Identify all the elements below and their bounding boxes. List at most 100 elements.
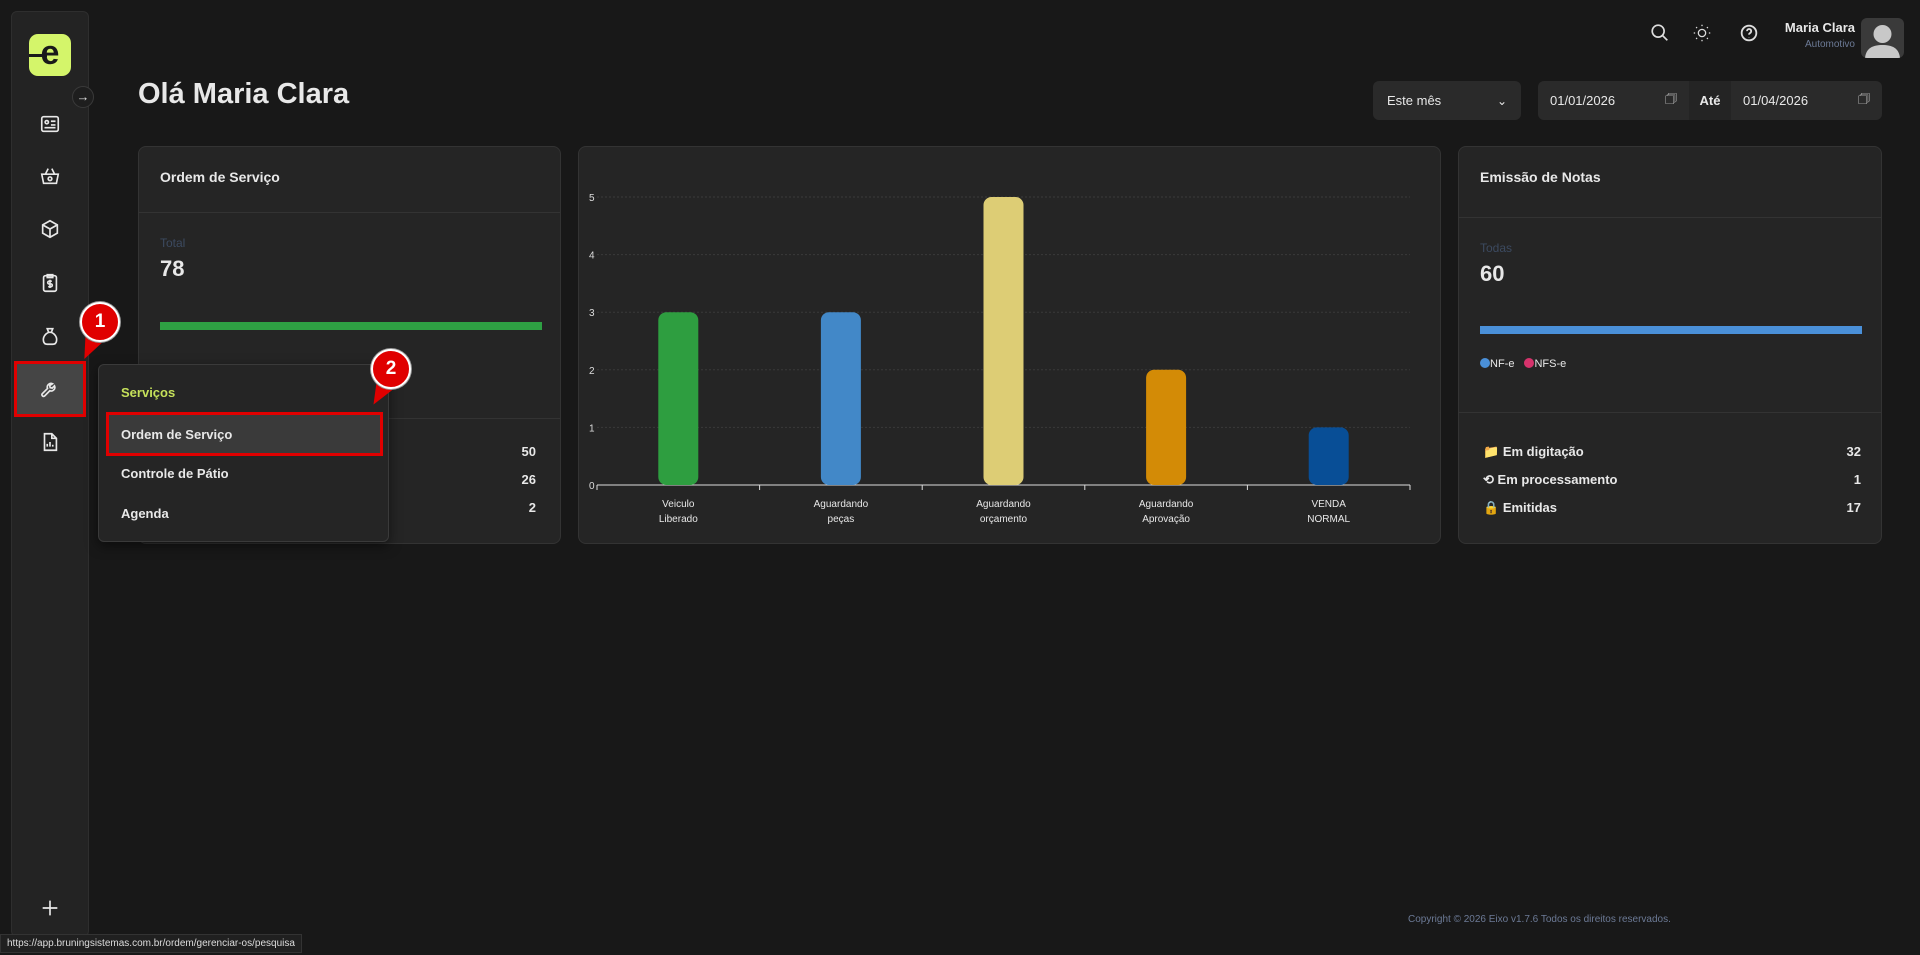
menu-item-controle-de-patio[interactable]: Controle de Pátio <box>121 465 229 481</box>
progress-bar <box>1480 326 1862 334</box>
row-value: 2 <box>528 500 536 515</box>
bar-2 <box>983 197 1024 485</box>
sidebar <box>11 11 89 937</box>
sidebar-item-active-highlight <box>14 361 86 417</box>
sidebar-item-products[interactable] <box>30 209 70 249</box>
until-label: Até <box>1689 81 1731 120</box>
card-title: Ordem de Serviço <box>160 169 280 185</box>
progress-fill <box>160 322 542 330</box>
calendar-icon[interactable]: 🗇 <box>1857 90 1870 106</box>
sidebar-item-services[interactable] <box>30 369 70 409</box>
y-tick-label: 3 <box>589 308 595 319</box>
clipboard-dollar-icon <box>42 273 58 293</box>
folder-icon: 📁 <box>1483 444 1500 459</box>
x-tick-label: Aprovação <box>1142 514 1190 525</box>
y-tick-label: 2 <box>589 366 595 377</box>
sidebar-item-reports[interactable] <box>30 422 70 462</box>
x-tick-label: Aguardando <box>976 499 1031 510</box>
bar-1 <box>820 312 861 485</box>
sidebar-item-contacts[interactable] <box>30 104 70 144</box>
chevron-down-icon: ⌄ <box>1496 93 1507 108</box>
total-label: Total <box>160 236 186 250</box>
page-title: Olá Maria Clara <box>138 78 350 110</box>
status-chart-card: 0 1 2 3 4 5 Veiculo Liberado Aguardando peças Agua… <box>578 146 1441 544</box>
legend-nfe[interactable]: NF-e <box>1480 358 1514 370</box>
avatar[interactable] <box>1861 18 1904 58</box>
bar-3 <box>1146 369 1187 485</box>
id-card-icon <box>40 115 60 133</box>
plus-icon <box>42 900 58 916</box>
y-tick-label: 5 <box>589 193 595 204</box>
step-badge-2: 2 <box>371 349 411 389</box>
sidebar-item-finance[interactable] <box>30 263 70 303</box>
divider <box>1459 217 1881 218</box>
menu-item-agenda[interactable]: Agenda <box>121 505 169 521</box>
row-label: Emitidas <box>1502 500 1557 515</box>
y-tick-label: 0 <box>589 481 595 492</box>
bar-0 <box>658 312 699 485</box>
report-icon <box>43 432 58 452</box>
theme-toggle[interactable] <box>1691 22 1715 46</box>
x-tick-label: orçamento <box>980 514 1028 525</box>
wrench-icon <box>41 382 56 398</box>
divider <box>139 212 560 213</box>
menu-item-ordem-de-servico[interactable]: Ordem de Serviço <box>106 412 383 456</box>
date-from-value: 01/01/2026 <box>1550 93 1616 108</box>
row-value: 50 <box>521 444 536 459</box>
date-from-input[interactable]: 01/01/2026 🗇 <box>1538 81 1689 120</box>
x-tick-label: Aguardando <box>814 499 869 510</box>
total-label: Todas <box>1480 241 1513 255</box>
sun-icon <box>1693 24 1711 42</box>
card-title: Emissão de Notas <box>1480 169 1601 185</box>
calendar-icon[interactable]: 🗇 <box>1664 90 1677 106</box>
user-role: Automotivo <box>1804 39 1855 50</box>
period-value: Este mês <box>1387 93 1442 108</box>
x-tick-label: Veiculo <box>662 499 695 510</box>
legend-label: NF-e <box>1490 358 1515 370</box>
menu-heading: Serviços <box>121 385 176 400</box>
box-icon <box>41 219 59 239</box>
legend-dot <box>1480 358 1490 368</box>
invoice-status-list: 📁 Em digitação 32 ⟲ Em processamento 1 🔒 E… <box>1483 438 1861 522</box>
total-value: 60 <box>1480 261 1505 286</box>
bar-chart: 0 1 2 3 4 5 Veiculo Liberado Aguardando peças Agua… <box>589 193 1411 525</box>
list-item: ⟲ Em processamento 1 <box>1483 466 1861 494</box>
money-bag-icon <box>42 327 58 346</box>
history-icon: ⟲ <box>1483 472 1494 487</box>
help-button[interactable] <box>1738 22 1762 46</box>
x-tick-label: Liberado <box>659 514 698 525</box>
x-tick-label: peças <box>828 514 855 525</box>
row-value: 1 <box>1853 472 1861 487</box>
y-tick-label: 4 <box>589 251 595 262</box>
sidebar-item-money[interactable] <box>30 316 70 356</box>
y-tick-label: 1 <box>589 423 595 434</box>
basket-icon <box>40 168 60 185</box>
row-value: 26 <box>521 472 536 487</box>
date-to-input[interactable]: 01/04/2026 🗇 <box>1731 81 1882 120</box>
expand-sidebar-button[interactable]: → <box>72 86 94 108</box>
divider <box>1459 412 1881 413</box>
list-item: 📁 Em digitação 32 <box>1483 438 1861 466</box>
period-select[interactable]: Este mês ⌄ <box>1373 81 1521 120</box>
row-label: Em processamento <box>1497 472 1618 487</box>
sidebar-item-sales[interactable] <box>30 156 70 196</box>
status-bar-url: https://app.bruningsistemas.com.br/ordem… <box>0 934 302 953</box>
date-range: 01/01/2026 🗇 Até 01/04/2026 🗇 <box>1538 81 1882 120</box>
date-to-value: 01/04/2026 <box>1743 93 1809 108</box>
progress-fill <box>1480 326 1862 334</box>
add-button[interactable] <box>30 888 70 928</box>
total-value: 78 <box>160 256 185 281</box>
legend-nfse[interactable]: NFS-e <box>1524 358 1566 370</box>
list-item: 🔒 Emitidas 17 <box>1483 494 1861 522</box>
legend-label: NFS-e <box>1534 358 1567 370</box>
lock-icon: 🔒 <box>1483 500 1500 515</box>
copyright: Copyright © 2026 Eixo v1.7.6 Todos os di… <box>1408 914 1671 925</box>
legend: NF-e NFS-e <box>1480 358 1566 370</box>
legend-dot <box>1524 358 1535 368</box>
user-icon <box>1865 25 1900 58</box>
x-tick-label: NORMAL <box>1307 514 1350 525</box>
row-label: Em digitação <box>1502 444 1584 459</box>
search-icon <box>1651 24 1668 41</box>
app-logo[interactable]: e <box>29 34 71 76</box>
search-button[interactable] <box>1649 22 1673 46</box>
